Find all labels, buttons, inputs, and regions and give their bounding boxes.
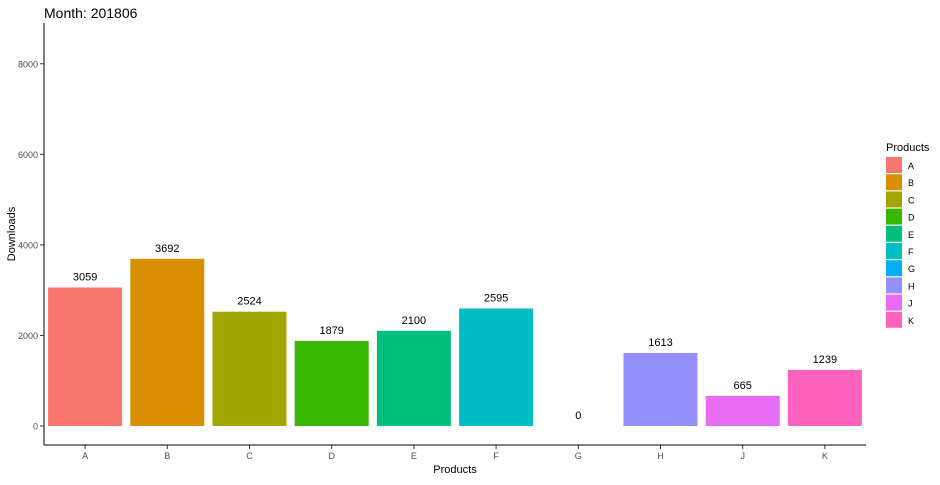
- y-tick-label: 8000: [18, 59, 38, 69]
- legend-key-K: [886, 311, 902, 328]
- x-tick-label: G: [575, 451, 582, 461]
- data-label: 2595: [484, 292, 508, 304]
- y-tick-label: 6000: [18, 150, 38, 160]
- bar-C: [212, 311, 287, 426]
- x-tick-label: H: [657, 451, 664, 461]
- x-tick-label: J: [740, 451, 745, 461]
- bar-J: [705, 395, 780, 426]
- legend-label: H: [908, 281, 915, 291]
- legend-key-B: [886, 174, 902, 191]
- y-tick-label: 4000: [18, 240, 38, 250]
- x-tick-label: F: [493, 451, 499, 461]
- x-tick-label: D: [328, 451, 335, 461]
- bar-A: [48, 287, 123, 426]
- data-label: 2524: [237, 296, 261, 308]
- x-tick-label: B: [164, 451, 170, 461]
- data-label: 665: [734, 380, 752, 392]
- legend-key-H: [886, 277, 902, 294]
- data-label: 0: [575, 410, 581, 422]
- data-label: 3692: [155, 243, 179, 255]
- legend-label: A: [908, 161, 914, 171]
- legend-label: E: [908, 230, 914, 240]
- data-label: 1613: [648, 337, 672, 349]
- legend-label: G: [908, 264, 915, 274]
- data-label: 2100: [402, 315, 426, 327]
- legend-title: Products: [886, 142, 930, 154]
- legend-label: B: [908, 178, 914, 188]
- legend-key-G: [886, 260, 902, 277]
- legend-key-E: [886, 225, 902, 242]
- data-label: 3059: [73, 271, 97, 283]
- data-label: 1879: [319, 325, 343, 337]
- y-tick-label: 2000: [18, 331, 38, 341]
- legend-label: J: [908, 299, 913, 309]
- legend-label: C: [908, 195, 915, 205]
- legend-key-J: [886, 294, 902, 311]
- x-tick-label: C: [246, 451, 253, 461]
- data-label: 1239: [813, 354, 837, 366]
- x-axis-label: Products: [433, 464, 477, 476]
- x-tick-label: A: [82, 451, 88, 461]
- legend-label: F: [908, 247, 914, 257]
- y-axis-label: Downloads: [6, 206, 18, 261]
- x-tick-label: E: [411, 451, 417, 461]
- bar-B: [130, 258, 205, 426]
- legend-key-A: [886, 157, 902, 173]
- y-tick-label: 0: [33, 421, 38, 431]
- legend-key-C: [886, 191, 902, 208]
- legend-key-D: [886, 208, 902, 225]
- legend-label: K: [908, 316, 914, 326]
- bar-K: [787, 369, 862, 426]
- x-tick-label: K: [822, 451, 828, 461]
- legend-label: D: [908, 213, 915, 223]
- bar-E: [376, 330, 451, 426]
- chart-title: Month: 201806: [44, 5, 138, 21]
- bar-F: [459, 308, 534, 426]
- legend-key-F: [886, 243, 902, 259]
- bar-D: [294, 340, 369, 426]
- bar-H: [623, 352, 698, 426]
